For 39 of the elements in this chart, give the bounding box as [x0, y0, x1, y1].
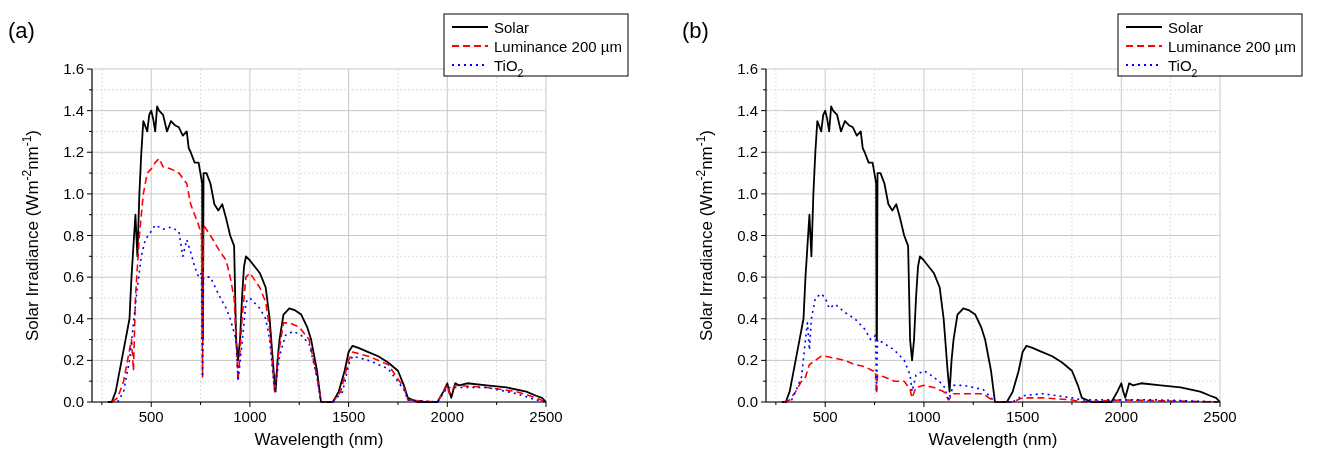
x-tick-label: 1500 [1005, 408, 1040, 425]
y-tick-label: 1.4 [737, 101, 758, 119]
y-tick-label: 0.2 [63, 351, 84, 369]
y-tick-label: 1.6 [63, 60, 84, 77]
y-tick-label: 1.6 [737, 60, 758, 77]
legend-label: Luminance 200 µm [494, 38, 622, 55]
y-tick-label: 1.0 [63, 184, 84, 202]
legend-label: Luminance 200 µm [1168, 38, 1296, 55]
legend-label: TiO$_{2}$ [494, 57, 524, 79]
y-tick-label: 1.4 [63, 101, 84, 119]
x-tick-label: 1000 [233, 408, 267, 425]
x-tick-label: 500 [812, 408, 838, 425]
y-tick-label: 0.4 [63, 309, 84, 327]
y-tick-label: 0.8 [63, 226, 84, 244]
x-tick-label: 1000 [907, 408, 941, 425]
legend-label: Solar [1168, 19, 1204, 36]
x-axis-title: Wavelength (nm) [928, 430, 1058, 449]
chart-title: (a) [8, 18, 35, 43]
y-tick-label: 1.0 [737, 184, 758, 202]
x-tick-label: 1500 [331, 408, 366, 425]
line-series [110, 157, 547, 403]
y-tick-label: 0.0 [63, 393, 84, 410]
y-tick-label: 0.8 [737, 226, 758, 244]
y-tick-label: 1.2 [63, 143, 84, 161]
x-tick-label: 500 [138, 408, 164, 425]
legend-label: TiO$_{2}$ [1168, 57, 1198, 79]
x-tick-label: 2000 [1104, 408, 1138, 425]
x-axis-title: Wavelength (nm) [254, 430, 384, 449]
y-tick-label: 1.2 [737, 143, 758, 161]
legend-label: Solar [494, 19, 530, 36]
x-tick-label: 2500 [1203, 408, 1237, 425]
y-tick-label: 0.4 [737, 309, 758, 327]
chart-title: (b) [682, 18, 709, 43]
x-tick-label: 2000 [430, 408, 464, 425]
y-tick-label: 0.0 [737, 393, 758, 410]
x-tick-label: 2500 [529, 408, 563, 425]
y-tick-label: 0.6 [737, 268, 758, 286]
y-tick-label: 0.6 [63, 268, 84, 286]
y-tick-label: 0.2 [737, 351, 758, 369]
